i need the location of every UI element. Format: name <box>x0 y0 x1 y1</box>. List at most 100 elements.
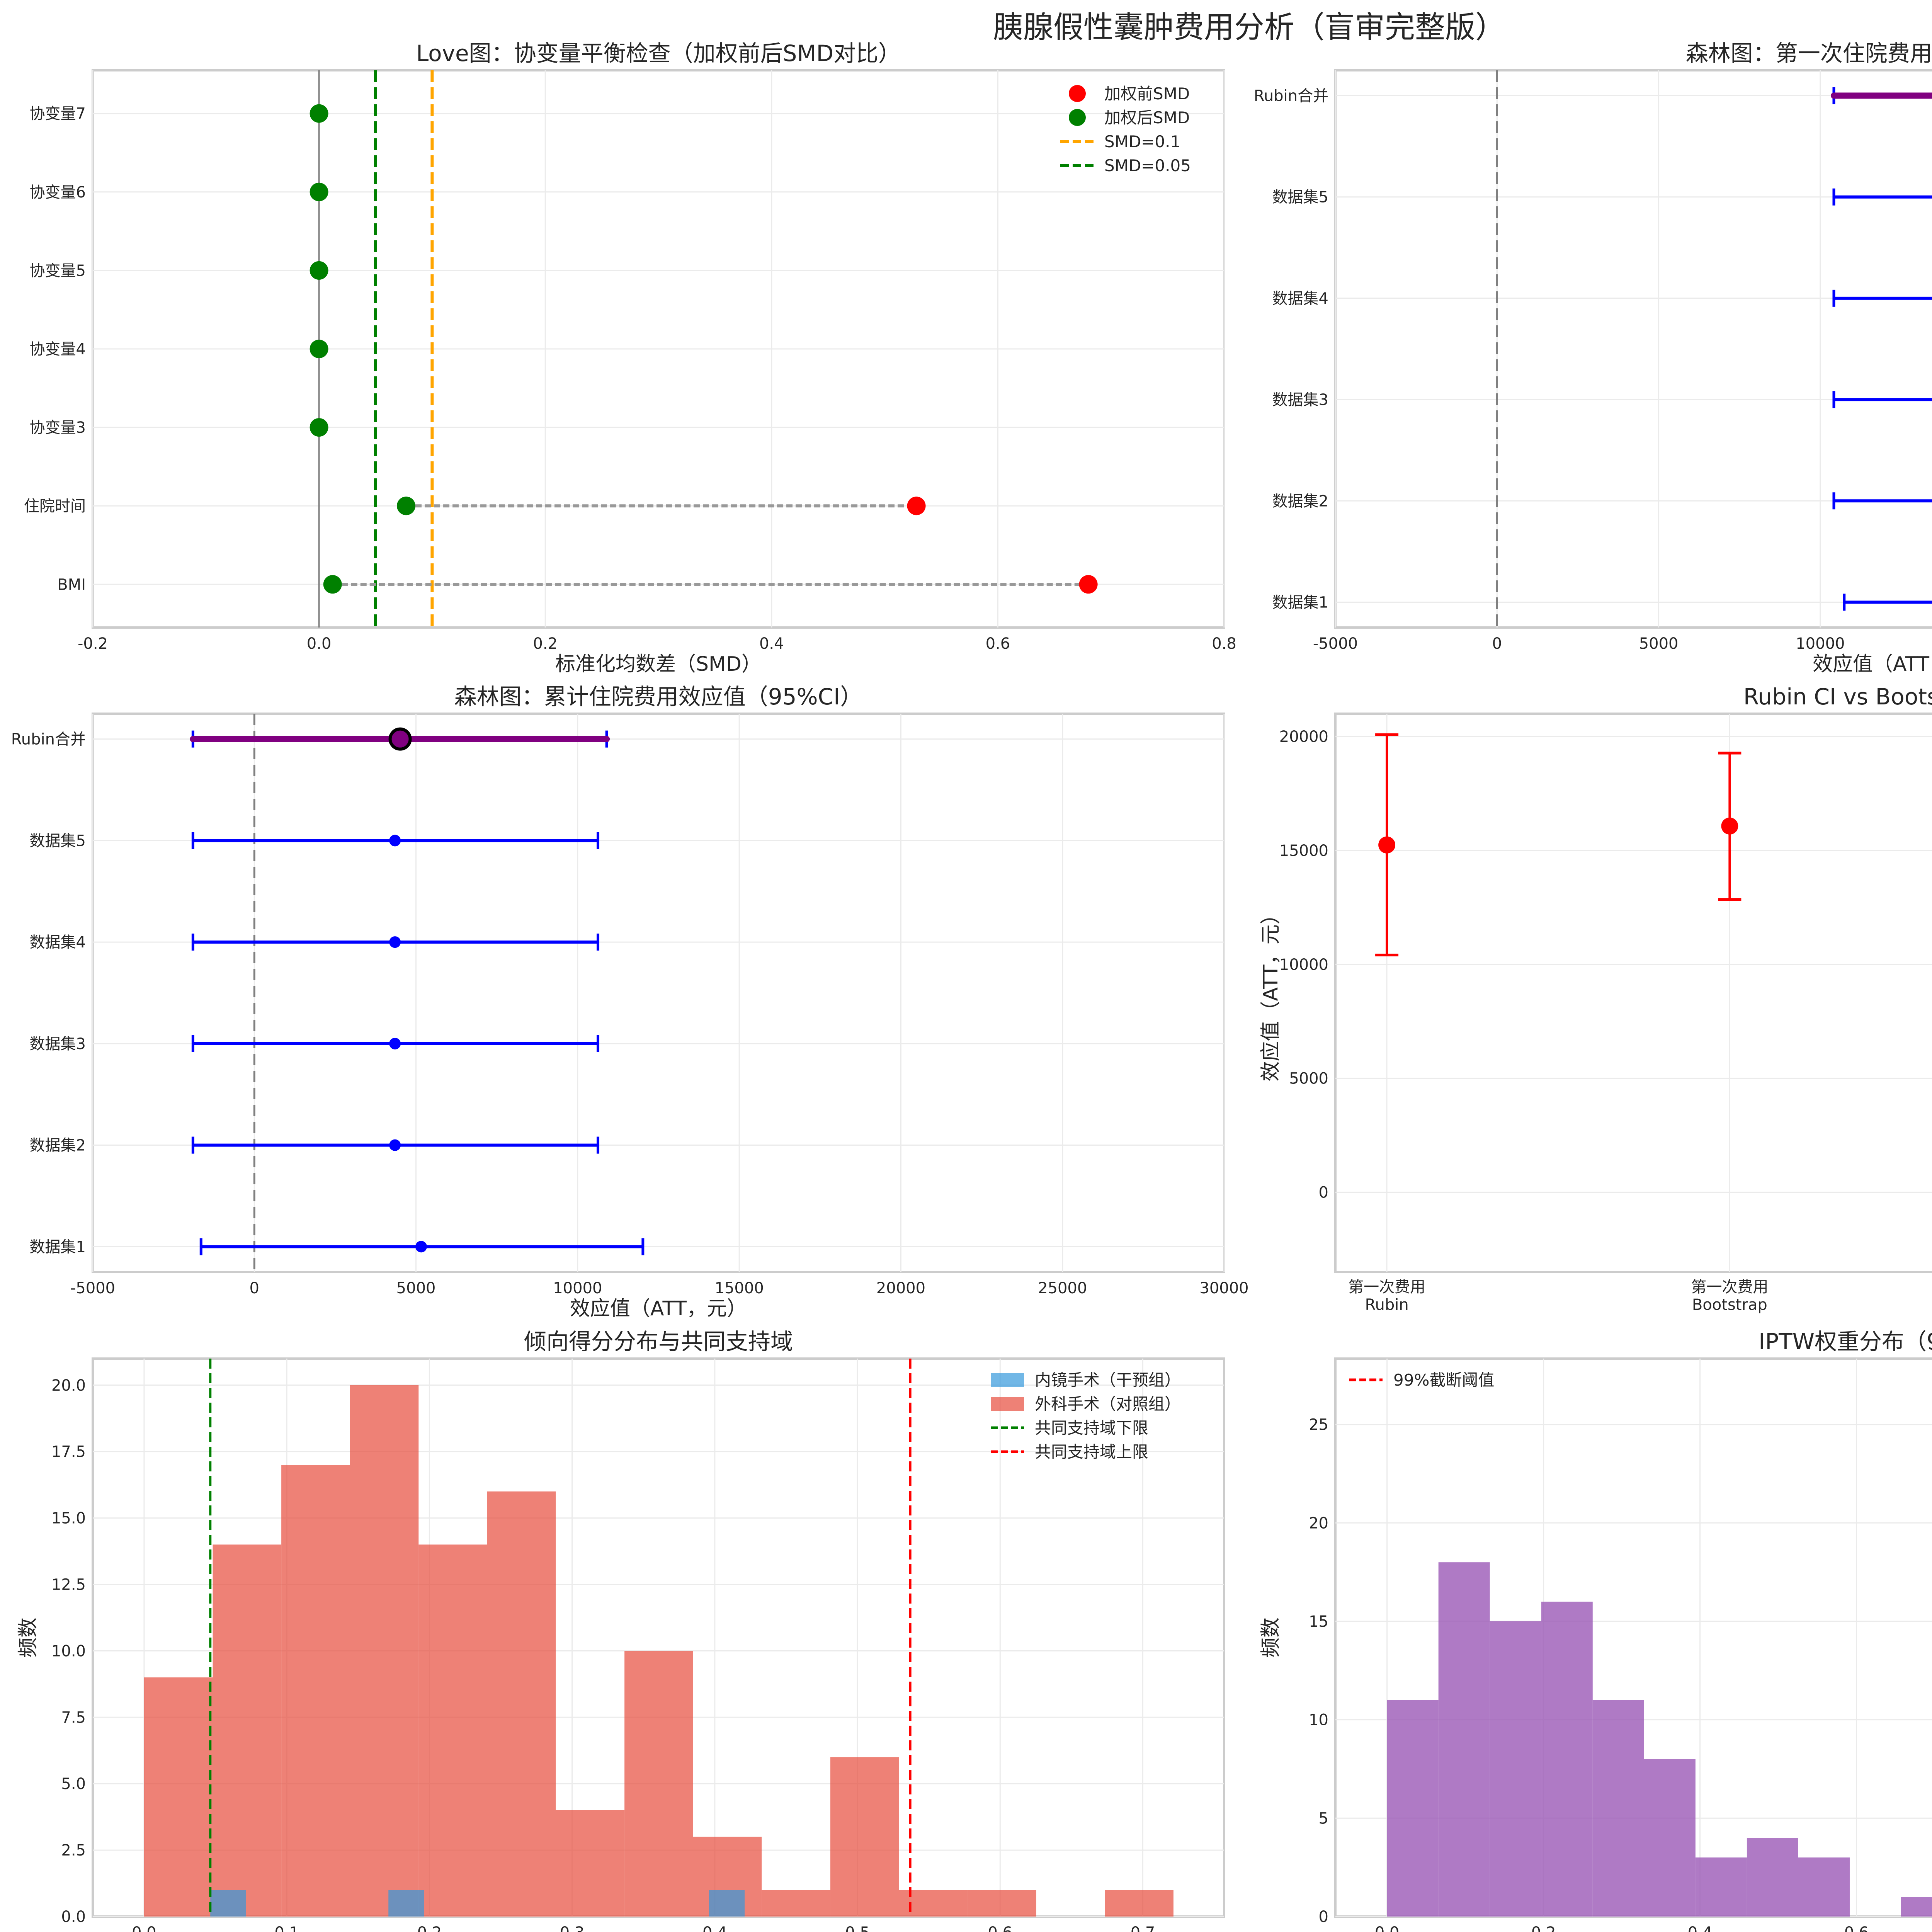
x-tick-label: 20000 <box>876 1279 925 1297</box>
chart-title: Love图：协变量平衡检查（加权前后SMD对比） <box>416 40 901 66</box>
control-histogram-bar <box>281 1465 350 1917</box>
figure-suptitle: 胰腺假性囊肿费用分析（盲审完整版） <box>993 10 1505 45</box>
y-tick-label: 17.5 <box>51 1443 86 1461</box>
x-tick-label: 10000 <box>1796 635 1845 653</box>
y-tick-label: 数据集4 <box>1272 290 1328 308</box>
y-tick-label: 5.0 <box>61 1775 86 1793</box>
x-tick-label: 0.6 <box>1844 1924 1869 1932</box>
x-axis-label: 效应值（ATT，元） <box>570 1297 747 1320</box>
after-smd-point <box>323 575 342 594</box>
iptw-histogram-bar <box>1438 1562 1490 1917</box>
y-tick-label: 数据集3 <box>30 1035 86 1053</box>
x-tick-label: 15000 <box>715 1279 764 1297</box>
forest-cum-plot: -5000 0 5000 10000 15000 20000 25000 30000 数据集1 数… <box>11 684 1249 1320</box>
control-histogram-bar <box>418 1544 487 1917</box>
y-tick-label: 协变量6 <box>30 184 86 201</box>
x-tick-label: 0.3 <box>560 1924 585 1932</box>
iptw-histogram-bar <box>1644 1759 1696 1917</box>
y-tick-label: 15 <box>1309 1613 1328 1631</box>
y-tick-label: Rubin合并 <box>11 731 86 748</box>
y-tick-label: 数据集3 <box>1272 391 1328 409</box>
after-smd-point <box>310 104 328 123</box>
y-tick-label: 数据集1 <box>1272 594 1328 611</box>
ci-compare-axes-frame <box>1334 713 1932 1273</box>
x-tick-label: 0.0 <box>132 1924 156 1932</box>
y-tick-label: 5 <box>1319 1810 1328 1827</box>
legend-label: 共同支持域下限 <box>1035 1418 1148 1437</box>
x-tick-label: 0.1 <box>274 1924 299 1932</box>
x-tick-label: 0.6 <box>986 635 1010 653</box>
dataset-estimate-point <box>389 1037 401 1049</box>
x-tick-label: 25000 <box>1038 1279 1087 1297</box>
x-tick-label: 0.0 <box>1375 1924 1400 1932</box>
y-tick-label: 数据集1 <box>30 1238 86 1256</box>
y-tick-label: 20.0 <box>51 1377 86 1395</box>
y-tick-label: 20000 <box>1279 728 1328 746</box>
y-tick-label: 协变量5 <box>30 262 86 280</box>
y-tick-label: 协变量4 <box>30 340 86 358</box>
y-tick-label: 0 <box>1319 1908 1328 1926</box>
control-histogram-bar <box>213 1544 282 1917</box>
y-tick-label: 协变量3 <box>30 419 86 437</box>
first-cost-estimate-point <box>1378 836 1396 854</box>
iptw-histogram-bar <box>1592 1700 1644 1917</box>
y-tick-label: 0.0 <box>61 1908 86 1926</box>
control-histogram-bar <box>556 1810 625 1917</box>
y-tick-label: 5000 <box>1289 1070 1328 1088</box>
x-tick-label: 5000 <box>1639 635 1679 653</box>
dataset-estimate-point <box>389 936 401 948</box>
x-tick-label: 5000 <box>396 1279 436 1297</box>
y-tick-label: 协变量7 <box>30 105 86 123</box>
after-smd-point <box>310 340 328 358</box>
y-tick-label: BMI <box>57 576 86 594</box>
legend-after-marker <box>1069 109 1086 126</box>
y-axis-label: 频数 <box>17 1617 40 1658</box>
legend-treated-swatch <box>991 1373 1024 1387</box>
forest-first-plot: -5000050001000015000200002500030000数据集1数… <box>1254 40 1932 676</box>
treated-histogram-bar <box>388 1890 424 1917</box>
y-tick-label: 10000 <box>1279 956 1328 974</box>
y-axis-label: 效应值（ATT，元） <box>1259 904 1282 1081</box>
chart-title: 森林图：累计住院费用效应值（95%CI） <box>454 684 863 710</box>
legend-label: 外科手术（对照组） <box>1035 1395 1181 1413</box>
after-smd-point <box>310 418 328 437</box>
x-tick-label: 0.8 <box>1212 635 1236 653</box>
iptw-histogram-bar <box>1798 1857 1850 1917</box>
x-tick-label: 30000 <box>1199 1279 1248 1297</box>
x-tick-label: 第一次费用 Rubin <box>1348 1278 1425 1314</box>
x-tick-label: 0.4 <box>759 635 784 653</box>
x-tick-label: 0.4 <box>702 1924 727 1932</box>
x-tick-label: 0.7 <box>1131 1924 1155 1932</box>
x-tick-label-line: 第一次费用 <box>1348 1278 1425 1296</box>
control-histogram-bar <box>830 1757 899 1917</box>
legend-before-marker <box>1069 85 1086 102</box>
control-histogram-bar <box>350 1385 419 1917</box>
x-tick-label: 0 <box>1492 635 1502 653</box>
legend-label: 99%截断阈值 <box>1393 1371 1494 1389</box>
y-tick-label: 住院时间 <box>24 497 86 515</box>
y-tick-label: 12.5 <box>51 1576 86 1594</box>
control-histogram-bar <box>968 1890 1036 1917</box>
x-tick-label: 0.0 <box>307 635 332 653</box>
y-tick-label: 数据集5 <box>1272 189 1328 206</box>
control-histogram-bar <box>762 1890 830 1917</box>
x-tick-label: -5000 <box>70 1279 115 1297</box>
iptw-histogram-bar <box>1387 1700 1439 1917</box>
treated-histogram-bar <box>709 1890 745 1917</box>
y-tick-label: 数据集4 <box>30 934 86 951</box>
legend-control-swatch <box>991 1397 1024 1411</box>
treated-histogram-bar <box>210 1890 246 1917</box>
x-axis-label: 效应值（ATT，元） <box>1813 653 1932 676</box>
y-tick-label: 15.0 <box>51 1510 86 1527</box>
rubin-pooled-estimate-point <box>388 727 412 751</box>
x-tick-label-line: Rubin <box>1365 1296 1408 1314</box>
y-tick-label: 7.5 <box>61 1709 86 1726</box>
iptw-histogram-bar <box>1901 1897 1932 1917</box>
y-tick-label: 10 <box>1309 1711 1328 1729</box>
love-plot: -0.2 0.0 0.2 0.4 0.6 0.8 BMI 住院时间 协变量3 协变量4 协变量5 协变… <box>24 40 1236 676</box>
chart-title: IPTW权重分布（99%截断） <box>1759 1328 1932 1355</box>
x-tick-label: 0 <box>250 1279 259 1297</box>
y-tick-label: Rubin合并 <box>1254 87 1328 105</box>
x-tick-label: 10000 <box>553 1279 602 1297</box>
